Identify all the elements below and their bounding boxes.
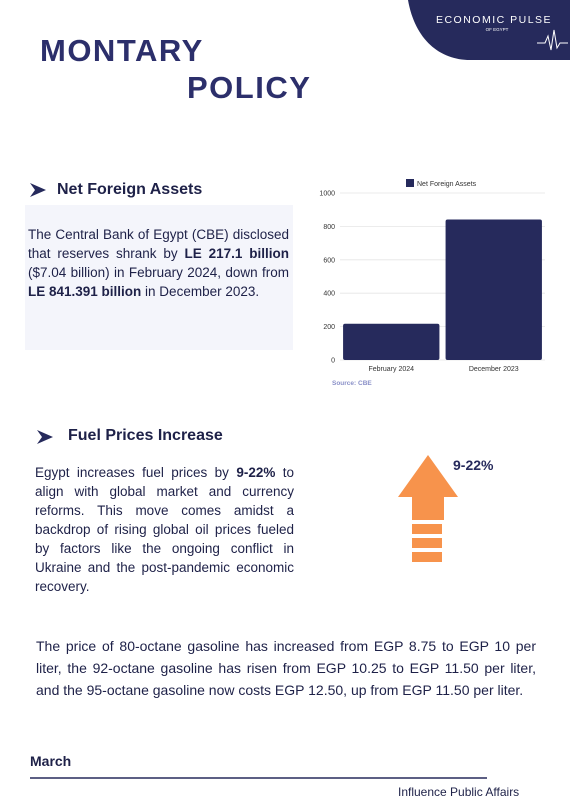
- bar-chart: 0 200 400 600 800 1000 February 2024 December 2…: [319, 179, 545, 387]
- heading-icon: [37, 430, 53, 444]
- paragraph: Egypt increases fuel prices by 9-22% to …: [35, 463, 294, 596]
- text-run: ($7.04 billion) in February 2024, down f…: [28, 265, 289, 280]
- paragraph: The Central Bank of Egypt (CBE) disclose…: [28, 225, 289, 301]
- y-tick-label: 200: [323, 324, 335, 331]
- x-tick-label: December 2023: [469, 366, 519, 373]
- text-run: The Central Bank of Egypt (CBE) disclose…: [28, 227, 289, 261]
- footer-month: March: [30, 753, 72, 769]
- bar: [343, 323, 440, 360]
- brand: ECONOMIC PULSE: [436, 14, 552, 26]
- text-run: in December 2023.: [141, 284, 260, 299]
- section-heading: Fuel Prices Increase: [68, 427, 223, 444]
- chart-source: Source: CBE: [332, 380, 372, 387]
- bold-text: LE 841.391 billion: [28, 284, 142, 299]
- text-box: [25, 205, 293, 350]
- y-tick-label: 400: [323, 291, 335, 298]
- section-heading: Net Foreign Assets: [57, 181, 203, 198]
- bold-text: LE 217.1 billion: [184, 246, 290, 261]
- arrow-label: 9-22%: [453, 457, 494, 473]
- bold-text: 9-22%: [236, 465, 276, 480]
- up-arrow: [398, 455, 458, 562]
- x-tick-label: February 2024: [368, 366, 414, 373]
- title-line: MONTARY: [40, 33, 204, 68]
- y-tick-label: 600: [323, 257, 335, 264]
- y-tick-label: 0: [331, 358, 335, 365]
- header-banner: [408, 0, 570, 60]
- legend-swatch: [406, 179, 414, 187]
- subbrand: OF EGYPT: [486, 27, 509, 32]
- legend-label: Net Foreign Assets: [417, 181, 477, 188]
- bar: [445, 219, 542, 360]
- text-run: Egypt increases fuel prices by: [35, 465, 237, 480]
- y-tick-label: 1000: [319, 191, 335, 198]
- footer-org: Influence Public Affairs: [398, 785, 520, 799]
- title-line: POLICY: [187, 70, 312, 105]
- y-tick-label: 800: [323, 224, 335, 231]
- heading-icon: [30, 183, 46, 197]
- text-run: to align with global market and currency…: [35, 465, 294, 594]
- pulse-icon: [537, 29, 568, 51]
- closing-paragraph: The price of 80-octane gasoline has incr…: [36, 638, 536, 698]
